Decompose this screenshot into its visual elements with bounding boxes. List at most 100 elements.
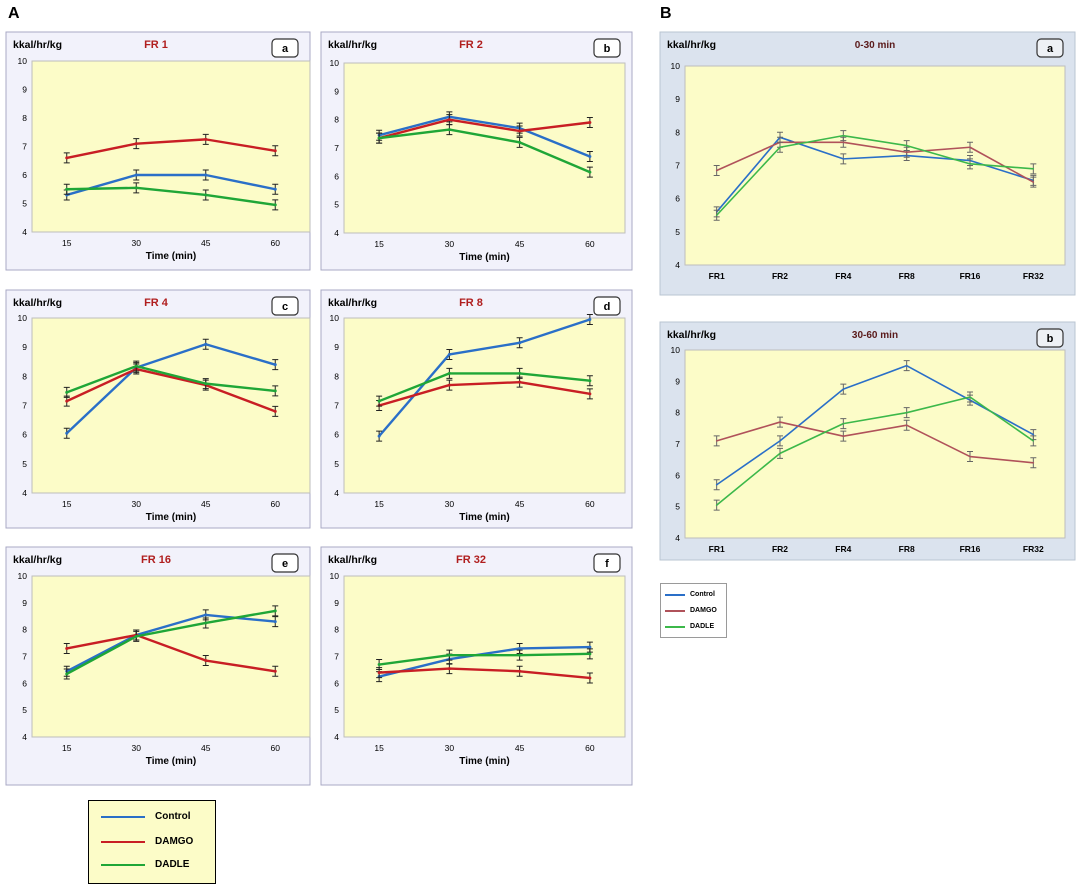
x-tick-label: 30 — [445, 743, 455, 753]
x-tick-label: FR1 — [709, 271, 725, 281]
y-tick-label: 7 — [22, 142, 27, 152]
x-tick-label: FR1 — [709, 544, 725, 554]
series-dadle — [713, 391, 1037, 511]
y-tick-label: 10 — [330, 313, 340, 323]
data-point — [842, 141, 845, 144]
series-dadle — [63, 605, 279, 680]
series-line-dadle — [378, 128, 591, 174]
data-point — [715, 504, 718, 506]
legend-b-item: Control — [665, 589, 727, 601]
y-tick-label: 7 — [334, 401, 339, 411]
data-point — [1032, 462, 1035, 464]
y-tick-label: 7 — [22, 401, 27, 411]
y-tick-label: 4 — [22, 488, 27, 498]
y-axis-label: kkal/hr/kg — [328, 39, 377, 51]
data-point — [204, 659, 208, 663]
data-point — [588, 645, 592, 649]
data-point — [715, 483, 718, 486]
data-point — [905, 144, 908, 147]
y-axis-label: kkal/hr/kg — [667, 329, 716, 341]
data-point — [518, 140, 522, 144]
plot-area — [343, 62, 626, 234]
chart-letter-badge — [271, 296, 299, 316]
data-point — [273, 149, 277, 153]
data-point — [273, 609, 277, 613]
data-point — [134, 186, 138, 190]
data-point — [447, 128, 451, 132]
series-line-dadle — [66, 186, 276, 207]
series-line-dadle — [66, 609, 276, 675]
data-point — [842, 158, 845, 160]
x-tick-label: FR16 — [960, 544, 981, 554]
panel-label-b: B — [660, 5, 672, 22]
legend-b-label: Control — [690, 591, 715, 598]
x-axis-label: Time (min) — [459, 756, 509, 767]
data-point — [204, 137, 208, 141]
data-point — [715, 169, 718, 172]
y-tick-label: 7 — [334, 143, 339, 153]
series-line-damgo — [378, 118, 591, 140]
data-point — [65, 390, 69, 394]
y-tick-label: 6 — [22, 430, 27, 440]
x-tick-label: 30 — [132, 743, 142, 753]
y-tick-label: 4 — [334, 228, 339, 238]
series-line-dadle — [716, 134, 1034, 216]
x-tick-label: 30 — [132, 499, 142, 509]
chart-title: FR 16 — [141, 554, 171, 566]
x-tick-label: FR8 — [899, 544, 915, 554]
y-tick-label: 7 — [22, 652, 27, 662]
series-line-damgo — [66, 367, 276, 413]
data-point — [779, 146, 781, 149]
data-point — [204, 342, 208, 346]
y-tick-label: 6 — [334, 678, 339, 688]
x-tick-label: 15 — [374, 239, 384, 249]
chart-title: FR 1 — [144, 39, 168, 51]
data-point — [905, 411, 908, 414]
y-axis-label: kkal/hr/kg — [13, 554, 62, 566]
y-tick-label: 8 — [334, 371, 339, 381]
panel-label-a: A — [8, 5, 20, 22]
series-dadle — [63, 360, 279, 398]
chart-letter: b — [1047, 333, 1054, 345]
series-line-control — [716, 136, 1034, 213]
data-point — [377, 136, 381, 140]
y-tick-label: 6 — [22, 170, 27, 180]
y-axis-label: kkal/hr/kg — [328, 554, 377, 566]
series-line-damgo — [66, 633, 276, 673]
series-line-damgo — [66, 138, 276, 160]
y-tick-label: 5 — [675, 502, 680, 512]
chart-letter: f — [605, 558, 609, 570]
legend-b-swatch — [665, 626, 685, 628]
data-point — [588, 155, 592, 158]
y-tick-label: 9 — [334, 598, 339, 608]
data-point — [273, 620, 277, 624]
data-point — [779, 440, 781, 442]
legend-b-swatch — [665, 610, 685, 612]
x-tick-label: FR2 — [772, 544, 788, 554]
plot-area — [343, 317, 626, 494]
chart-letter: c — [282, 301, 288, 313]
series-damgo — [63, 629, 279, 677]
legend-a: Control DAMGO DADLE — [88, 800, 216, 884]
y-tick-label: 4 — [22, 732, 27, 742]
y-tick-label: 5 — [334, 200, 339, 210]
y-axis-label: kkal/hr/kg — [13, 39, 62, 51]
series-line-dadle — [378, 652, 590, 666]
x-tick-label: FR8 — [899, 271, 915, 281]
y-tick-label: 4 — [334, 732, 339, 742]
plot-area — [684, 65, 1066, 266]
x-tick-label: 45 — [515, 743, 525, 753]
series-line-control — [66, 613, 276, 673]
data-point — [273, 203, 277, 207]
data-point — [518, 129, 522, 133]
series-line-control — [716, 364, 1034, 486]
x-tick-label: FR4 — [835, 271, 851, 281]
series-dadle — [376, 124, 593, 178]
y-tick-label: 9 — [22, 85, 27, 95]
data-point — [204, 173, 208, 177]
data-point — [842, 134, 845, 137]
